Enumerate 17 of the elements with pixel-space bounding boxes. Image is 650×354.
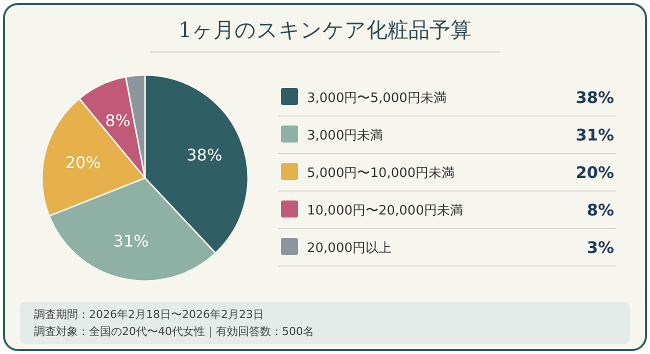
data-label: 8% [105,111,131,130]
legend-label: 5,000円〜10,000円未満 [307,166,455,181]
legend-label: 10,000円〜20,000円未満 [307,204,463,218]
text: 38% [576,88,614,107]
legend-label: 20,000円以上 [307,241,392,256]
text: 調査期間：2026年2月18日〜2026年2月23日 [34,308,264,321]
data-label: 38% [186,145,222,164]
data-label: 20% [65,153,101,172]
text: 調査対象：全国の20代〜40代女性｜有効回答数：500名 [34,325,314,338]
text: 31% [576,126,614,144]
data-label: 31% [113,231,149,250]
text: 8% [586,200,614,220]
chart-title: 1ヶ月のスキンケア化粧品予算 [178,18,472,42]
legend-label: 3,000円未満 [307,128,384,144]
data-label: 3% [586,238,614,257]
text: 20% [576,163,614,182]
legend-label: 3,000円〜5,000円未満 [307,91,446,106]
